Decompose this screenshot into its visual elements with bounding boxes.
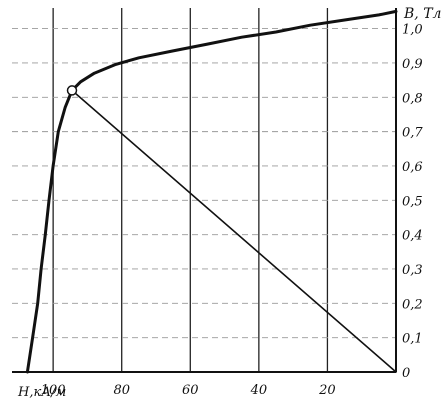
x-tick-label: 60 — [182, 383, 199, 398]
y-axis-label: B, Тл — [403, 6, 441, 22]
x-tick-label: 100 — [41, 383, 66, 398]
load-line — [71, 89, 397, 373]
y-tick-labels: 0 0,1 0,2 0,3 0,4 0,5 0,6 0,7 0,8 0,9 1,0 — [402, 23, 423, 381]
x-tick-label: 20 — [318, 383, 336, 398]
y-tick-label: 0,7 — [402, 126, 423, 141]
y-tick-label: 0,4 — [402, 229, 423, 244]
x-tick-label: 40 — [250, 383, 268, 398]
chart-series — [25, 9, 398, 374]
y-tick-label: 0,9 — [402, 57, 423, 72]
operating-point-marker — [66, 85, 78, 96]
y-tick-label: 0,6 — [402, 160, 423, 175]
y-tick-label: 0,3 — [402, 263, 423, 278]
demagnetization-curve — [25, 9, 398, 374]
y-tick-label: 0,5 — [402, 194, 423, 209]
chart-grid — [12, 8, 397, 373]
x-tick-labels: 100 80 60 40 20 — [41, 383, 336, 398]
x-tick-label: 80 — [113, 383, 130, 398]
y-tick-label: 0,8 — [402, 91, 423, 106]
y-tick-label: 0,1 — [402, 332, 423, 347]
y-tick-label: 0,2 — [402, 297, 423, 312]
x-axis-label: H,кА/м — [17, 385, 66, 400]
y-tick-label: 1,0 — [402, 23, 423, 38]
y-tick-label: 0 — [402, 366, 410, 381]
